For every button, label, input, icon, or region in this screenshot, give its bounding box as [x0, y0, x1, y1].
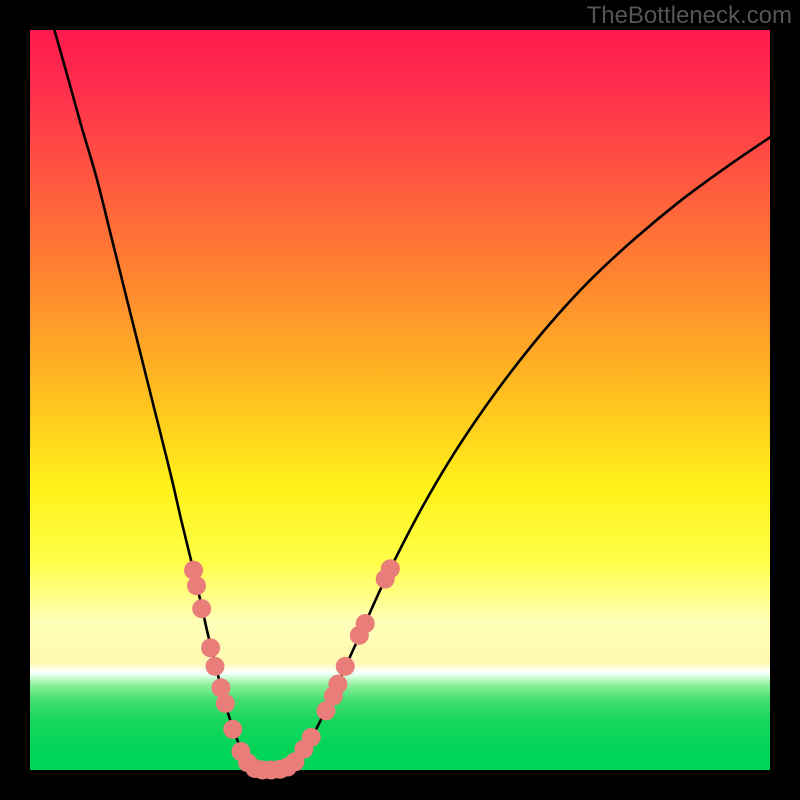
data-marker — [381, 559, 400, 578]
data-marker — [206, 657, 225, 676]
data-marker — [187, 576, 206, 595]
chart-frame: TheBottleneck.com — [0, 0, 800, 800]
watermark-text: TheBottleneck.com — [587, 2, 792, 30]
gradient-background — [30, 30, 770, 770]
data-marker — [216, 694, 235, 713]
data-marker — [223, 720, 242, 739]
data-marker — [192, 599, 211, 618]
bottleneck-chart — [0, 0, 800, 800]
data-marker — [328, 675, 347, 694]
data-marker — [356, 614, 375, 633]
data-marker — [302, 728, 321, 747]
data-marker — [201, 638, 220, 657]
data-marker — [336, 657, 355, 676]
